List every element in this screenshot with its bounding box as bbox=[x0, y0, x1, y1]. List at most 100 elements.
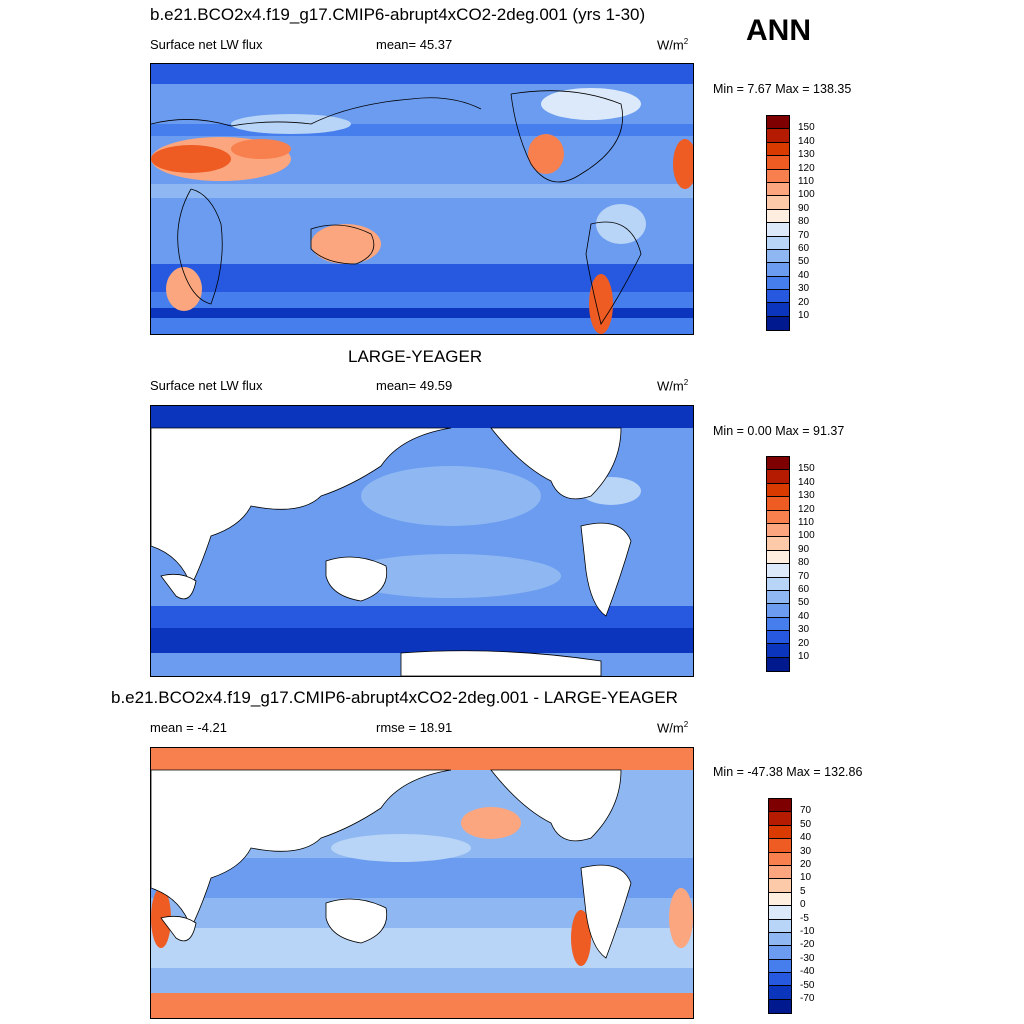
panel3-rmse-label: rmse = 18.91 bbox=[376, 720, 453, 735]
colorbar-tick-label: 80 bbox=[798, 557, 810, 569]
colorbar-swatch bbox=[769, 919, 791, 933]
panel1-units-label: W/m2 bbox=[657, 37, 689, 53]
colorbar-swatch bbox=[769, 839, 791, 853]
panel2-minmax-label: Min = 0.00 Max = 91.37 bbox=[713, 424, 845, 438]
colorbar-tick-label: 40 bbox=[798, 610, 810, 622]
colorbar-swatch bbox=[767, 276, 789, 291]
colorbar-tick-label: 130 bbox=[798, 490, 815, 502]
colorbar-swatch bbox=[767, 116, 789, 130]
colorbar-tick-label: 40 bbox=[800, 832, 812, 844]
colorbar-swatch bbox=[769, 932, 791, 947]
colorbar-tick-label: -40 bbox=[800, 966, 815, 978]
colorbar-tick-label: 40 bbox=[798, 269, 810, 281]
panel3-colorbar-boxes bbox=[768, 798, 792, 1015]
colorbar-swatch bbox=[769, 999, 791, 1014]
colorbar-tick-label: 5 bbox=[800, 885, 806, 897]
colorbar-swatch bbox=[769, 959, 791, 974]
colorbar-swatch bbox=[767, 196, 789, 210]
colorbar-tick-label: 130 bbox=[798, 149, 815, 161]
colorbar-tick-label: 20 bbox=[800, 859, 812, 870]
colorbar-swatch bbox=[767, 604, 789, 618]
colorbar-tick-label: 60 bbox=[798, 243, 810, 254]
colorbar-tick-label: 70 bbox=[798, 229, 810, 241]
panel3-map bbox=[150, 747, 694, 1019]
colorbar-swatch bbox=[769, 906, 791, 920]
colorbar-swatch bbox=[767, 156, 789, 170]
colorbar-swatch bbox=[767, 510, 789, 524]
panel3-title: b.e21.BCO2x4.f19_g17.CMIP6-abrupt4xCO2-2… bbox=[111, 688, 678, 707]
colorbar-tick-label: 10 bbox=[798, 310, 810, 321]
panel2-map bbox=[150, 405, 694, 677]
colorbar-tick-label: -30 bbox=[800, 952, 815, 964]
panel2-mean-label: mean= 49.59 bbox=[376, 378, 453, 393]
colorbar-tick-label: 120 bbox=[798, 503, 815, 515]
colorbar-tick-label: 60 bbox=[798, 584, 810, 595]
colorbar-tick-label: 120 bbox=[798, 162, 815, 174]
colorbar-swatch bbox=[767, 316, 789, 331]
colorbar-tick-label: 100 bbox=[798, 189, 815, 201]
season-label: ANN bbox=[746, 14, 811, 47]
colorbar-swatch bbox=[767, 523, 789, 538]
colorbar-tick-label: -50 bbox=[800, 979, 815, 991]
colorbar-swatch bbox=[769, 852, 791, 866]
colorbar-swatch bbox=[767, 169, 789, 183]
colorbar-swatch bbox=[767, 249, 789, 264]
colorbar-swatch bbox=[769, 812, 791, 826]
colorbar-swatch bbox=[767, 303, 789, 317]
colorbar-swatch bbox=[767, 142, 789, 157]
panel2-title: LARGE-YEAGER bbox=[348, 347, 483, 366]
colorbar-swatch bbox=[767, 129, 789, 143]
colorbar-swatch bbox=[767, 209, 789, 224]
colorbar-tick-label: 20 bbox=[798, 296, 810, 308]
colorbar-swatch bbox=[769, 892, 791, 907]
colorbar-swatch bbox=[767, 631, 789, 645]
colorbar-tick-label: 10 bbox=[800, 872, 812, 884]
colorbar-swatch bbox=[767, 483, 789, 498]
colorbar-swatch bbox=[767, 657, 789, 672]
panel2-variable-label: Surface net LW flux bbox=[150, 378, 263, 393]
colorbar-swatch bbox=[767, 470, 789, 484]
panel1-colorbar-boxes bbox=[766, 115, 790, 332]
colorbar-tick-label: -10 bbox=[800, 926, 815, 937]
colorbar-swatch bbox=[769, 986, 791, 1000]
colorbar-swatch bbox=[769, 825, 791, 840]
colorbar-tick-label: 150 bbox=[798, 463, 815, 475]
panel1-variable-label: Surface net LW flux bbox=[150, 37, 263, 52]
colorbar-tick-label: 140 bbox=[798, 135, 815, 147]
colorbar-tick-label: 0 bbox=[800, 899, 806, 911]
colorbar-tick-label: 70 bbox=[800, 805, 812, 817]
colorbar-swatch bbox=[769, 799, 791, 813]
colorbar-swatch bbox=[767, 182, 789, 197]
colorbar-swatch bbox=[769, 879, 791, 893]
panel3-minmax-label: Min = -47.38 Max = 132.86 bbox=[713, 765, 863, 779]
colorbar-swatch bbox=[767, 617, 789, 632]
colorbar-swatch bbox=[767, 577, 789, 591]
colorbar-tick-label: 50 bbox=[798, 256, 810, 268]
panel1-minmax-label: Min = 7.67 Max = 138.35 bbox=[713, 82, 852, 96]
colorbar-swatch bbox=[767, 263, 789, 277]
colorbar-swatch bbox=[767, 457, 789, 471]
colorbar-swatch bbox=[769, 865, 791, 880]
colorbar-swatch bbox=[769, 973, 791, 987]
colorbar-tick-label: 110 bbox=[798, 517, 814, 528]
panel3-mean-label: mean = -4.21 bbox=[150, 720, 227, 735]
panel3-units-label: W/m2 bbox=[657, 720, 689, 736]
colorbar-tick-label: 110 bbox=[798, 176, 814, 187]
panel1-map bbox=[150, 63, 694, 335]
panel2-units-label: W/m2 bbox=[657, 378, 689, 394]
colorbar-tick-label: 30 bbox=[800, 845, 812, 857]
panel1-title: b.e21.BCO2x4.f19_g17.CMIP6-abrupt4xCO2-2… bbox=[150, 5, 646, 24]
colorbar-tick-label: 70 bbox=[798, 570, 810, 582]
panel2-colorbar-boxes bbox=[766, 456, 790, 673]
colorbar-tick-label: 80 bbox=[798, 216, 810, 228]
colorbar-tick-label: 100 bbox=[798, 530, 815, 542]
colorbar-tick-label: 20 bbox=[798, 637, 810, 649]
colorbar-swatch bbox=[767, 236, 789, 250]
colorbar-swatch bbox=[767, 537, 789, 551]
colorbar-tick-label: 10 bbox=[798, 651, 810, 662]
colorbar-tick-label: 150 bbox=[798, 122, 815, 134]
colorbar-swatch bbox=[767, 223, 789, 237]
colorbar-tick-label: 90 bbox=[798, 543, 810, 555]
colorbar-swatch bbox=[767, 497, 789, 511]
colorbar-swatch bbox=[767, 290, 789, 304]
